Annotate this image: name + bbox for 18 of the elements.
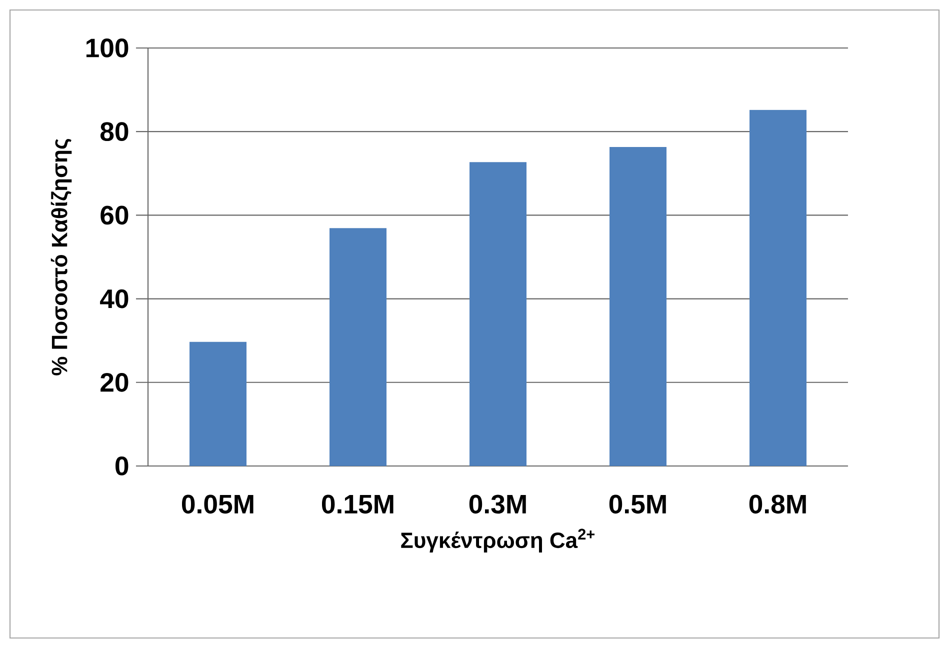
x-axis-title: Συγκέντρωση Ca$^{2+}$ xyxy=(401,528,595,552)
bar xyxy=(190,342,247,466)
x-tick-label: 0.3M xyxy=(469,494,526,514)
x-tick-label: 0.8M xyxy=(749,494,806,514)
y-axis-title: % Ποσοστό Καθίζησης xyxy=(50,138,72,376)
bar xyxy=(750,110,806,466)
y-tick-label: 20 xyxy=(100,372,128,392)
y-tick-label: 80 xyxy=(100,122,128,142)
y-tick-label: 60 xyxy=(100,206,128,225)
x-tick-label: 0.05M xyxy=(182,494,254,514)
y-tick-label: 100 xyxy=(86,38,128,58)
x-tick-label: 0.15M xyxy=(322,494,394,514)
bar xyxy=(330,228,387,466)
bar xyxy=(610,147,666,466)
x-tick-label: 0.5M xyxy=(609,494,666,514)
bar xyxy=(470,162,527,466)
y-tick-label: 0 xyxy=(116,456,128,476)
y-tick-label: 40 xyxy=(100,289,128,308)
